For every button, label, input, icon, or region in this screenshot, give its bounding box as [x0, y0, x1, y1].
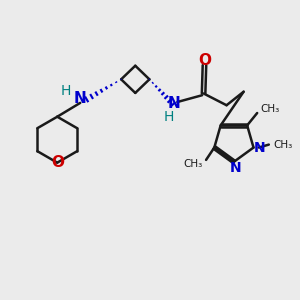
Text: O: O	[51, 155, 64, 170]
Text: O: O	[198, 53, 211, 68]
Text: CH₃: CH₃	[260, 103, 279, 114]
Text: N: N	[168, 96, 181, 111]
Text: N: N	[230, 161, 241, 175]
Text: H: H	[61, 84, 71, 98]
Text: N: N	[254, 140, 266, 154]
Text: CH₃: CH₃	[184, 159, 203, 169]
Text: N: N	[74, 91, 87, 106]
Text: H: H	[164, 110, 174, 124]
Text: CH₃: CH₃	[273, 140, 292, 150]
